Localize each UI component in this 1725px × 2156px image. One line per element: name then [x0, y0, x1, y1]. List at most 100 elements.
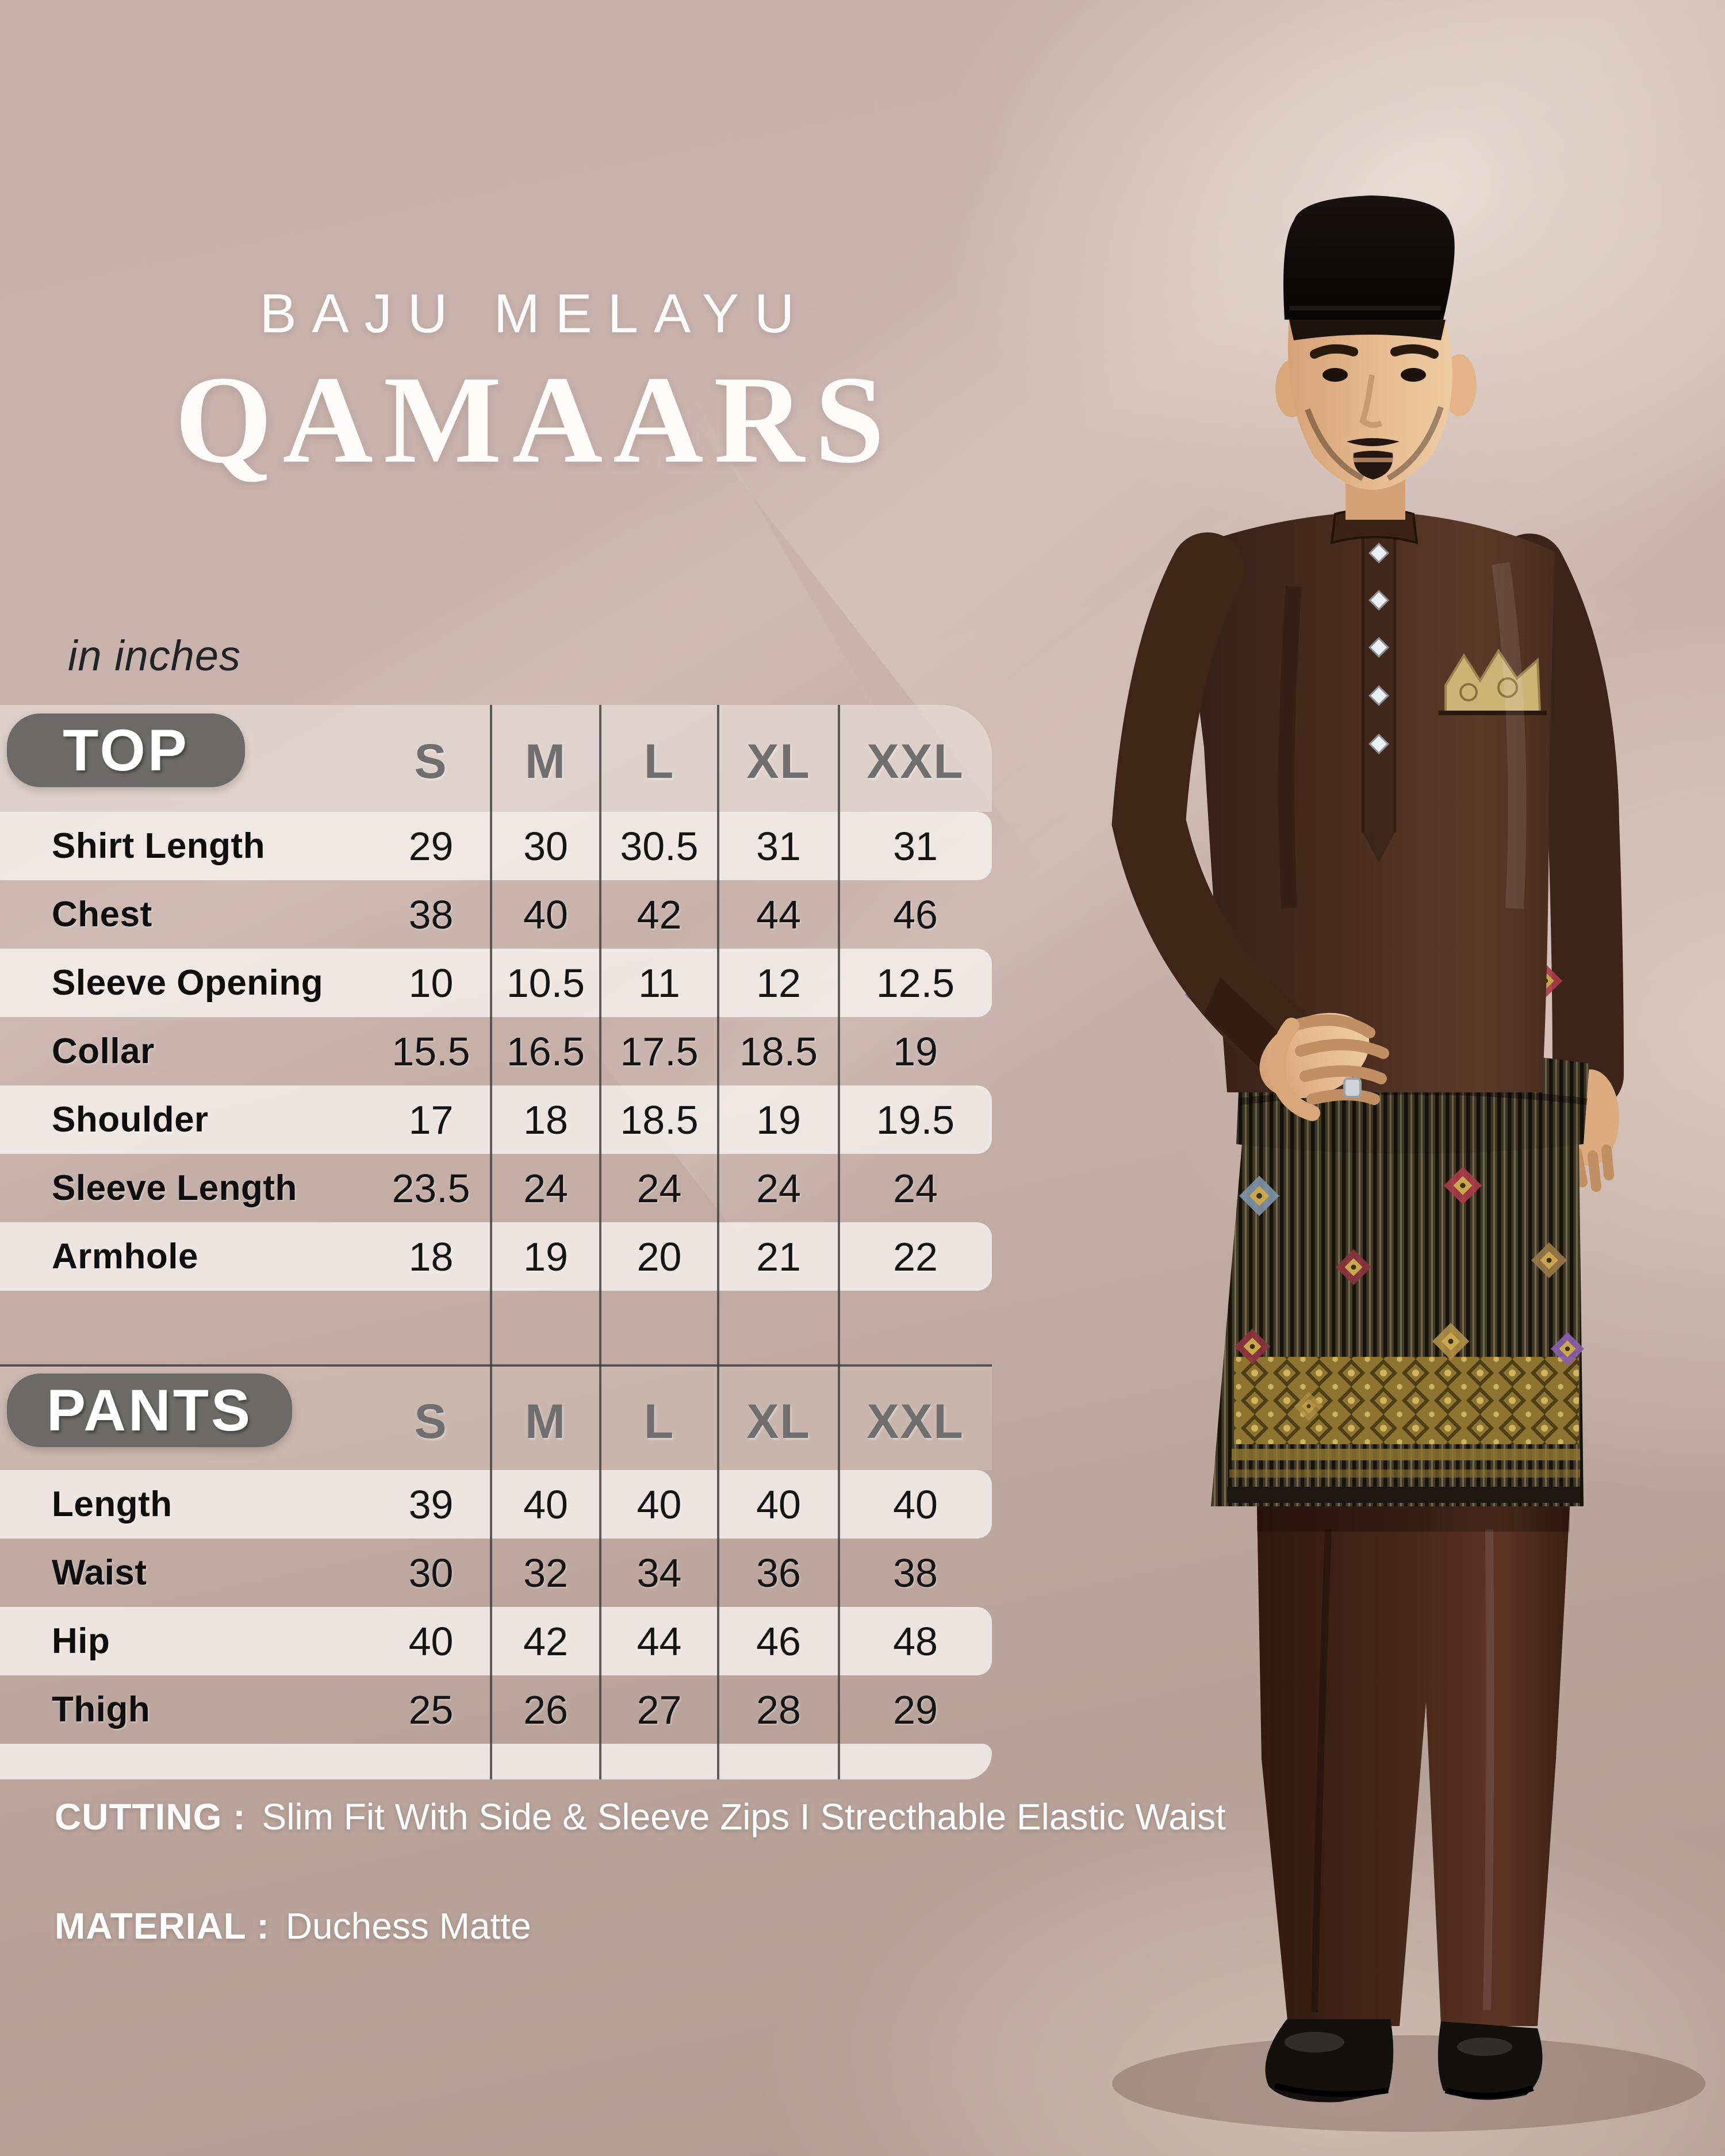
size-value: 18 — [408, 1234, 454, 1279]
pants-table-divider — [0, 1364, 992, 1367]
size-column-header: XXL — [867, 734, 964, 788]
top-section-badge: TOP — [7, 713, 245, 787]
size-value: 30 — [523, 823, 568, 869]
size-column-header: L — [643, 1394, 675, 1448]
size-value: 18.5 — [620, 1097, 699, 1142]
table-row: Waist 30 32 34 36 38 — [0, 1539, 992, 1607]
size-column-header: M — [525, 1394, 566, 1448]
measurement-label: Shoulder — [52, 1100, 209, 1140]
size-value: 29 — [408, 823, 454, 869]
size-value: 11 — [638, 960, 680, 1006]
size-value: 36 — [756, 1550, 801, 1595]
table-row: Armhole 18 19 20 21 22 — [0, 1222, 992, 1291]
size-value: 19 — [893, 1029, 938, 1074]
size-value: 40 — [637, 1482, 682, 1527]
measurement-label: Chest — [52, 895, 152, 934]
size-column-header: XXL — [867, 1394, 964, 1448]
measurement-label: Waist — [52, 1553, 147, 1593]
material-note: MATERIAL : Duchess Matte — [55, 1908, 1226, 1944]
size-value: 40 — [756, 1482, 801, 1527]
measurement-label: Thigh — [52, 1690, 151, 1729]
model-right-hand — [1259, 1012, 1389, 1121]
column-divider — [838, 705, 840, 1779]
measurement-label: Collar — [52, 1031, 155, 1071]
size-value: 21 — [756, 1234, 801, 1279]
cutting-value: Slim Fit With Side & Sleeve Zips I Strec… — [262, 1796, 1226, 1837]
size-value: 40 — [893, 1482, 938, 1527]
table-row: Chest 38 40 42 44 46 — [0, 880, 992, 949]
size-value: 24 — [756, 1165, 801, 1211]
pants-section-badge: PANTS — [7, 1374, 292, 1447]
measurement-label: Armhole — [52, 1237, 198, 1276]
size-value: 42 — [523, 1618, 568, 1664]
size-value: 17.5 — [620, 1029, 699, 1074]
size-value: 44 — [756, 892, 801, 937]
size-value: 10.5 — [506, 960, 585, 1006]
size-value: 46 — [756, 1618, 801, 1664]
product-notes: CUTTING : Slim Fit With Side & Sleeve Zip… — [55, 1798, 1226, 2017]
cutting-note: CUTTING : Slim Fit With Side & Sleeve Zip… — [55, 1798, 1226, 1835]
size-value: 12.5 — [876, 960, 955, 1006]
measurement-label: Shirt Length — [52, 826, 266, 866]
size-value: 40 — [408, 1618, 454, 1664]
model-shoes — [1265, 2019, 1543, 2103]
size-value: 19 — [523, 1234, 568, 1279]
measurement-label: Sleeve Opening — [52, 963, 324, 1003]
size-value: 24 — [637, 1165, 682, 1211]
size-value: 38 — [893, 1550, 938, 1595]
table-row: Sleeve Opening 10 10.5 11 12 12.5 — [0, 949, 992, 1017]
product-title: BAJU MELAYU QAMAARS — [75, 286, 995, 483]
table-row: Thigh 25 26 27 28 29 — [0, 1675, 992, 1744]
model-photo — [1111, 195, 1705, 2132]
table-row: Collar 15.5 16.5 17.5 18.5 19 — [0, 1017, 992, 1085]
size-value: 18.5 — [739, 1029, 818, 1074]
pocket-square — [1439, 649, 1547, 715]
size-value: 34 — [637, 1550, 682, 1595]
size-value: 44 — [637, 1618, 682, 1664]
size-value: 46 — [893, 892, 938, 937]
column-divider — [490, 705, 492, 1779]
column-divider — [717, 705, 719, 1779]
material-label: MATERIAL : — [55, 1905, 270, 1947]
size-value: 27 — [637, 1687, 682, 1732]
model-head — [1275, 195, 1477, 520]
size-value: 40 — [523, 1482, 568, 1527]
size-value: 30.5 — [620, 823, 699, 869]
unit-note: in inches — [68, 632, 241, 680]
size-column-header: XL — [746, 1394, 811, 1448]
size-value: 30 — [408, 1550, 454, 1595]
size-value: 38 — [408, 892, 454, 937]
size-column-header: S — [414, 734, 448, 788]
pants-table-header: PANTS S M L XL XXL — [0, 1367, 992, 1470]
size-value: 25 — [408, 1687, 454, 1732]
size-value: 24 — [893, 1165, 938, 1211]
songkok-cap — [1283, 195, 1455, 320]
size-value: 29 — [893, 1687, 938, 1732]
cutting-label: CUTTING : — [55, 1796, 246, 1837]
size-column-header: L — [643, 734, 675, 788]
size-column-header: S — [414, 1394, 448, 1448]
table-row: Sleeve Length 23.5 24 24 24 24 — [0, 1154, 992, 1222]
size-chart-panel: TOP S M L XL XXL Shirt Length 29 30 30.5… — [0, 705, 992, 1779]
shirt-buttons — [1368, 542, 1390, 755]
size-value: 31 — [893, 823, 938, 869]
size-value: 24 — [523, 1165, 568, 1211]
size-column-header: XL — [746, 734, 811, 788]
floor-shadow — [1112, 2035, 1705, 2132]
table-row: Shoulder 17 18 18.5 19 19.5 — [0, 1085, 992, 1154]
size-value: 22 — [893, 1234, 938, 1279]
model-pants — [1257, 1506, 1570, 2026]
table-row: Length 39 40 40 40 40 — [0, 1470, 992, 1539]
size-value: 42 — [637, 892, 682, 937]
column-divider — [599, 705, 601, 1779]
size-value: 12 — [756, 960, 801, 1006]
table-bottom-cap — [0, 1744, 992, 1779]
size-value: 19 — [756, 1097, 801, 1142]
size-value: 39 — [408, 1482, 454, 1527]
size-value: 23.5 — [392, 1165, 470, 1211]
measurement-label: Length — [52, 1484, 172, 1524]
size-value: 32 — [523, 1550, 568, 1595]
table-row: Hip 40 42 44 46 48 — [0, 1607, 992, 1675]
size-value: 48 — [893, 1618, 938, 1664]
